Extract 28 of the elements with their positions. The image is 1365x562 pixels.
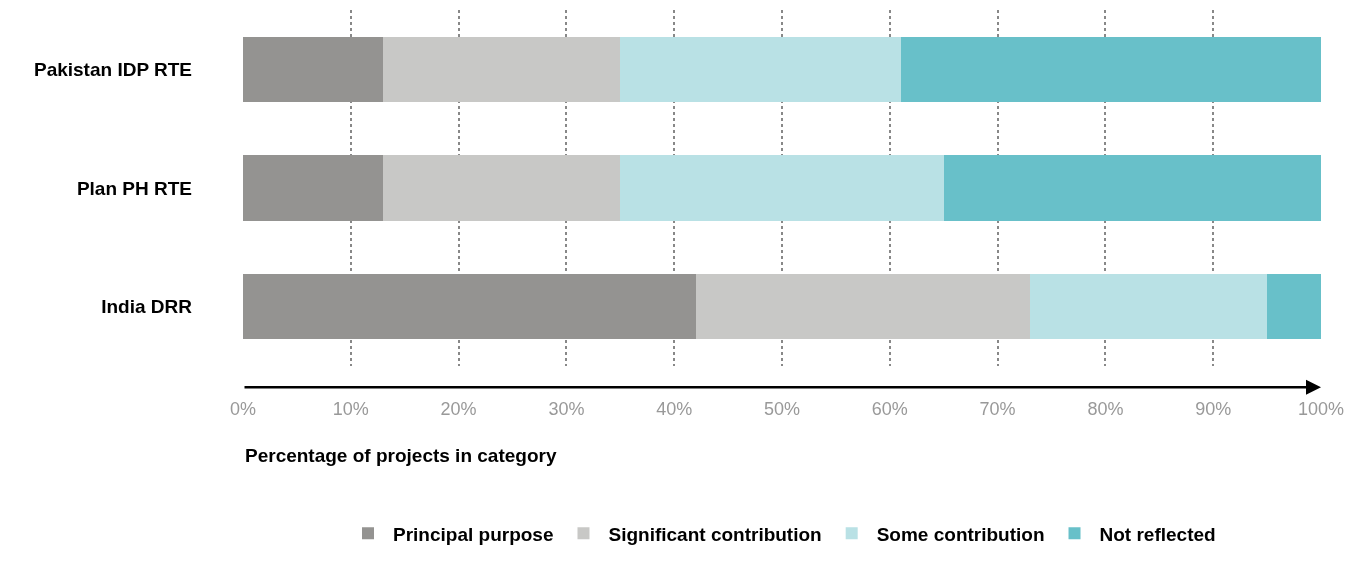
legend-label: Significant contribution xyxy=(608,523,822,545)
x-tick-label: 10% xyxy=(332,399,369,419)
legend-label: Not reflected xyxy=(1099,523,1216,545)
x-tick-label: 40% xyxy=(656,399,693,419)
y-tick-label: Pakistan IDP RTE xyxy=(33,58,192,80)
x-tick-label: 0% xyxy=(229,399,257,419)
x-tick-label: 50% xyxy=(763,399,801,419)
bar xyxy=(695,274,1030,340)
x-tick-label: 70% xyxy=(979,399,1016,419)
bar xyxy=(620,36,901,102)
legend-label: Principal purpose xyxy=(393,523,554,545)
x-tick-label: 90% xyxy=(1195,399,1232,419)
bar xyxy=(383,155,621,221)
bar xyxy=(943,155,1321,221)
x-tick-label: 60% xyxy=(871,399,908,419)
x-axis-title: Percentage of projects in category xyxy=(245,445,557,466)
x-tick-label: 100% xyxy=(1297,399,1345,419)
y-tick-label: Plan PH RTE xyxy=(76,177,192,199)
y-tick-label: India DRR xyxy=(101,296,193,318)
bar xyxy=(900,36,1321,102)
bar xyxy=(1029,274,1268,340)
bar xyxy=(620,155,944,221)
legend-label: Some contribution xyxy=(876,523,1045,545)
x-tick-label: 30% xyxy=(548,399,585,419)
bar xyxy=(383,36,621,102)
bar xyxy=(1267,274,1321,340)
x-tick-label: 20% xyxy=(440,399,477,419)
x-tick-label: 80% xyxy=(1087,399,1124,419)
